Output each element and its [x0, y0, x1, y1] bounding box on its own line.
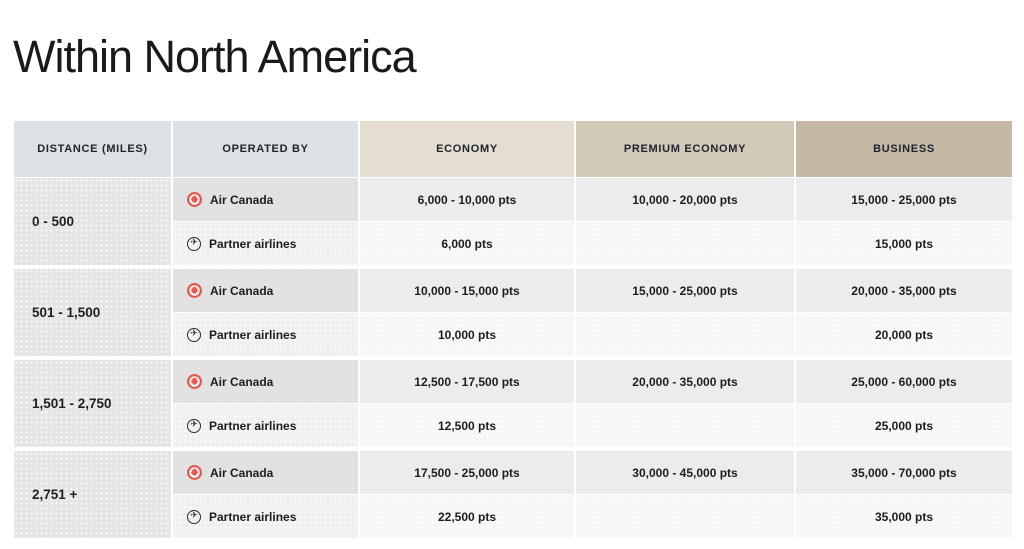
points-cell-economy: 10,000 - 15,000 pts — [360, 269, 574, 312]
points-cell-economy: 10,000 pts — [360, 313, 574, 356]
air-canada-roundel-icon — [187, 374, 202, 389]
points-cell-premium-economy: 30,000 - 45,000 pts — [576, 451, 794, 494]
column-header-business: BUSINESS — [796, 121, 1012, 177]
distance-cell: 1,501 - 2,750 — [14, 360, 171, 447]
points-cell-premium-economy: 10,000 - 20,000 pts — [576, 178, 794, 221]
points-cell-premium-economy — [576, 404, 794, 447]
air-canada-roundel-icon — [187, 465, 202, 480]
table-row: ✈ Partner airlines 12,500 pts 25,000 pts — [173, 404, 1014, 447]
partner-plane-circle-icon: ✈ — [187, 236, 201, 251]
operator-label: Partner airlines — [209, 418, 297, 433]
award-points-table: DISTANCE (MILES) OPERATED BY ECONOMY PRE… — [14, 121, 1012, 538]
page-title: Within North America — [13, 31, 417, 83]
points-cell-business: 20,000 pts — [796, 313, 1012, 356]
points-cell-business: 25,000 - 60,000 pts — [796, 360, 1012, 403]
operator-label: Partner airlines — [209, 236, 297, 251]
operator-cell: Air Canada — [173, 451, 358, 494]
table-row: ✈ Partner airlines 22,500 pts 35,000 pts — [173, 495, 1014, 538]
operator-cell: Air Canada — [173, 178, 358, 221]
operator-cell: Air Canada — [173, 360, 358, 403]
column-header-operated-by: OPERATED BY — [173, 121, 358, 177]
points-cell-premium-economy — [576, 313, 794, 356]
distance-group: 1,501 - 2,750 Air Canada 12,500 - 17,500… — [14, 360, 1012, 447]
distance-cell: 501 - 1,500 — [14, 269, 171, 356]
points-cell-economy: 12,500 - 17,500 pts — [360, 360, 574, 403]
operator-label: Air Canada — [210, 283, 274, 298]
points-cell-economy: 6,000 pts — [360, 222, 574, 265]
operator-label: Partner airlines — [209, 327, 297, 342]
operator-label: Air Canada — [210, 374, 274, 389]
distance-cell: 2,751 + — [14, 451, 171, 538]
table-row: ✈ Partner airlines 6,000 pts 15,000 pts — [173, 222, 1014, 265]
column-header-distance: DISTANCE (MILES) — [14, 121, 171, 177]
table-row: Air Canada 6,000 - 10,000 pts 10,000 - 2… — [173, 178, 1014, 221]
points-cell-premium-economy — [576, 222, 794, 265]
points-cell-economy: 6,000 - 10,000 pts — [360, 178, 574, 221]
operator-cell: ✈ Partner airlines — [173, 404, 358, 447]
air-canada-roundel-icon — [187, 283, 202, 298]
table-row: Air Canada 12,500 - 17,500 pts 20,000 - … — [173, 360, 1014, 403]
operator-label: Air Canada — [210, 192, 274, 207]
points-cell-premium-economy: 20,000 - 35,000 pts — [576, 360, 794, 403]
air-canada-roundel-icon — [187, 192, 202, 207]
operator-label: Partner airlines — [209, 509, 297, 524]
distance-group: 2,751 + Air Canada 17,500 - 25,000 pts 3… — [14, 451, 1012, 538]
operator-cell: ✈ Partner airlines — [173, 222, 358, 265]
column-header-premium-economy: PREMIUM ECONOMY — [576, 121, 794, 177]
points-cell-economy: 22,500 pts — [360, 495, 574, 538]
points-cell-business: 15,000 - 25,000 pts — [796, 178, 1012, 221]
points-cell-business: 25,000 pts — [796, 404, 1012, 447]
operator-cell: Air Canada — [173, 269, 358, 312]
partner-plane-circle-icon: ✈ — [187, 418, 201, 433]
points-cell-premium-economy: 15,000 - 25,000 pts — [576, 269, 794, 312]
points-cell-business: 15,000 pts — [796, 222, 1012, 265]
distance-cell: 0 - 500 — [14, 178, 171, 265]
table-row: ✈ Partner airlines 10,000 pts 20,000 pts — [173, 313, 1014, 356]
operator-cell: ✈ Partner airlines — [173, 495, 358, 538]
points-cell-premium-economy — [576, 495, 794, 538]
column-header-economy: ECONOMY — [360, 121, 574, 177]
points-cell-economy: 17,500 - 25,000 pts — [360, 451, 574, 494]
partner-plane-circle-icon: ✈ — [187, 509, 201, 524]
table-header-row: DISTANCE (MILES) OPERATED BY ECONOMY PRE… — [14, 121, 1012, 177]
distance-group: 501 - 1,500 Air Canada 10,000 - 15,000 p… — [14, 269, 1012, 356]
table-row: Air Canada 17,500 - 25,000 pts 30,000 - … — [173, 451, 1014, 494]
operator-label: Air Canada — [210, 465, 274, 480]
points-cell-business: 20,000 - 35,000 pts — [796, 269, 1012, 312]
partner-plane-circle-icon: ✈ — [187, 327, 201, 342]
distance-group: 0 - 500 Air Canada 6,000 - 10,000 pts 10… — [14, 178, 1012, 265]
points-cell-economy: 12,500 pts — [360, 404, 574, 447]
operator-cell: ✈ Partner airlines — [173, 313, 358, 356]
points-cell-business: 35,000 - 70,000 pts — [796, 451, 1012, 494]
table-row: Air Canada 10,000 - 15,000 pts 15,000 - … — [173, 269, 1014, 312]
points-cell-business: 35,000 pts — [796, 495, 1012, 538]
